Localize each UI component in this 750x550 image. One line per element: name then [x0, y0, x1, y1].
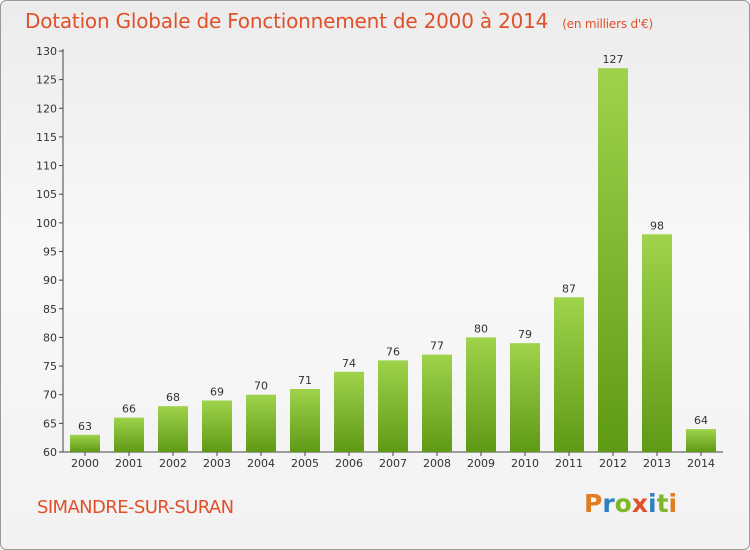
x-tick-label-2014: 2014: [687, 457, 715, 470]
data-label-2004: 70: [254, 380, 268, 393]
data-label-2003: 69: [210, 385, 224, 398]
data-label-2001: 66: [122, 403, 136, 416]
data-label-2006: 74: [342, 357, 356, 370]
y-tick-label: 80: [43, 331, 57, 344]
x-tick-label-2002: 2002: [159, 457, 187, 470]
data-label-2012: 127: [603, 53, 624, 66]
bar-2009: [466, 337, 496, 452]
bar-2012: [598, 68, 628, 452]
chart-title: Dotation Globale de Fonctionnement de 20…: [25, 9, 653, 33]
x-tick-label-2004: 2004: [247, 457, 275, 470]
bar-2011: [554, 297, 584, 452]
y-tick-label: 70: [43, 389, 57, 402]
data-label-2009: 80: [474, 322, 488, 335]
data-label-2005: 71: [298, 374, 312, 387]
x-tick-label-2012: 2012: [599, 457, 627, 470]
bar-2004: [246, 394, 276, 452]
x-tick-label-2000: 2000: [71, 457, 99, 470]
x-tick-label-2008: 2008: [423, 457, 451, 470]
logo-letter: x: [631, 489, 648, 518]
data-label-2002: 68: [166, 391, 180, 404]
y-tick-label: 75: [43, 360, 57, 373]
bar-2014: [686, 429, 716, 452]
bar-2003: [202, 400, 232, 452]
x-tick-label-2001: 2001: [115, 457, 143, 470]
y-tick-label: 60: [43, 446, 57, 459]
y-tick-label: 120: [36, 102, 57, 115]
proxiti-logo: Proxiti: [584, 489, 677, 518]
commune-name: SIMANDRE-SUR-SURAN: [37, 497, 234, 518]
bar-2005: [290, 388, 320, 452]
logo-letter: P: [584, 489, 603, 518]
logo-letter: i: [648, 489, 657, 518]
bar-2001: [114, 417, 144, 452]
chart-title-text: Dotation Globale de Fonctionnement de 20…: [25, 9, 549, 33]
x-tick-label-2010: 2010: [511, 457, 539, 470]
y-tick-label: 125: [36, 74, 57, 87]
data-label-2014: 64: [694, 414, 708, 427]
logo-letter: o: [614, 489, 632, 518]
bar-2007: [378, 360, 408, 452]
bar-2010: [510, 343, 540, 452]
data-label-2013: 98: [650, 219, 664, 232]
x-tick-label-2003: 2003: [203, 457, 231, 470]
x-tick-label-2011: 2011: [555, 457, 583, 470]
y-tick-label: 105: [36, 188, 57, 201]
data-label-2000: 63: [78, 420, 92, 433]
y-tick-label: 115: [36, 131, 57, 144]
bar-2008: [422, 354, 452, 452]
x-tick-label-2006: 2006: [335, 457, 363, 470]
data-label-2008: 77: [430, 340, 444, 353]
y-tick-label: 85: [43, 303, 57, 316]
data-label-2011: 87: [562, 282, 576, 295]
bar-2000: [70, 434, 100, 452]
bar-2013: [642, 234, 672, 452]
x-tick-label-2005: 2005: [291, 457, 319, 470]
x-tick-label-2009: 2009: [467, 457, 495, 470]
y-tick-label: 110: [36, 160, 57, 173]
y-tick-label: 130: [36, 45, 57, 58]
y-tick-label: 100: [36, 217, 57, 230]
logo-letter: i: [668, 489, 678, 518]
logo-letter: r: [602, 489, 615, 518]
chart-subtitle: (en milliers d'€): [562, 17, 653, 31]
bar-2002: [158, 406, 188, 452]
logo-letter: t: [656, 489, 669, 518]
y-tick-label: 90: [43, 274, 57, 287]
x-tick-label-2013: 2013: [643, 457, 671, 470]
y-tick-label: 65: [43, 417, 57, 430]
data-label-2007: 76: [386, 345, 400, 358]
y-tick-label: 95: [43, 246, 57, 259]
data-label-2010: 79: [518, 328, 532, 341]
x-tick-label-2007: 2007: [379, 457, 407, 470]
bar-2006: [334, 371, 364, 452]
